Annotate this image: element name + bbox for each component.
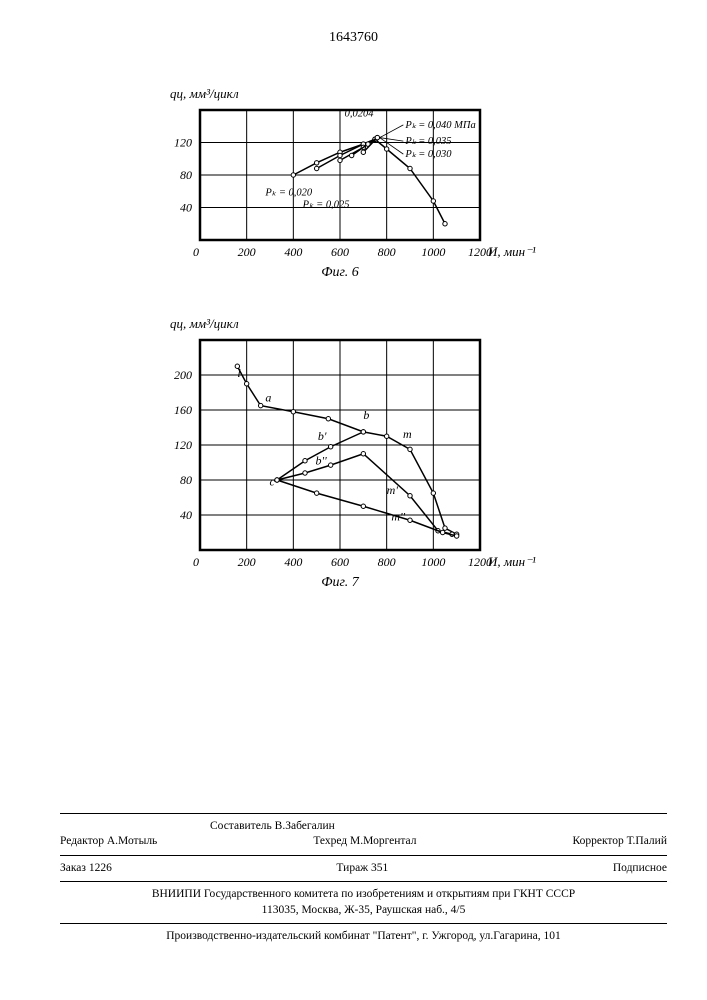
svg-text:600: 600 [331, 555, 349, 569]
editor: Редактор А.Мотыль [60, 834, 157, 850]
svg-text:600: 600 [331, 245, 349, 259]
footer-block: Составитель В.Забегалин Редактор А.Мотыл… [60, 808, 667, 945]
svg-text:Pₖ = 0,025: Pₖ = 0,025 [302, 200, 350, 211]
svg-text:Pₖ = 0,020: Pₖ = 0,020 [264, 187, 313, 198]
page-number: 1643760 [0, 30, 707, 46]
svg-text:120: 120 [174, 136, 192, 150]
svg-text:0: 0 [193, 555, 199, 569]
svg-text:400: 400 [284, 245, 302, 259]
svg-text:Pₖ = 0,030: Pₖ = 0,030 [404, 149, 452, 160]
order: Заказ 1226 [60, 861, 112, 877]
compiler: Составитель В.Забегалин [210, 819, 335, 835]
separator [60, 813, 667, 814]
svg-text:400: 400 [284, 555, 302, 569]
svg-text:m'': m'' [391, 509, 405, 523]
svg-text:qц, мм³/цикл: qц, мм³/цикл [170, 86, 239, 101]
svg-text:b'': b'' [316, 453, 328, 467]
svg-text:1000: 1000 [421, 555, 445, 569]
separator [60, 855, 667, 856]
figure-svg: 2004006008001000120004080120qц, мм³/цикл… [140, 80, 620, 620]
svg-text:qц, мм³/цикл: qц, мм³/цикл [170, 316, 239, 331]
svg-text:m': m' [387, 483, 399, 497]
svg-text:800: 800 [378, 555, 396, 569]
svg-text:m: m [403, 427, 412, 441]
svg-text:80: 80 [180, 168, 192, 182]
org-line1: ВНИИПИ Государственного комитета по изоб… [60, 887, 667, 903]
svg-text:Pₖ = 0,040 МПа: Pₖ = 0,040 МПа [404, 120, 475, 131]
svg-text:200: 200 [238, 245, 256, 259]
svg-text:200: 200 [238, 555, 256, 569]
figures-container: 2004006008001000120004080120qц, мм³/цикл… [140, 80, 620, 620]
svg-text:Pₖ = 0,035: Pₖ = 0,035 [404, 136, 451, 147]
svg-text:0: 0 [193, 245, 199, 259]
svg-text:120: 120 [174, 438, 192, 452]
svg-text:И, мин⁻¹: И, мин⁻¹ [487, 554, 536, 569]
svg-text:40: 40 [180, 201, 192, 215]
svg-text:200: 200 [174, 368, 192, 382]
svg-text:0,0204: 0,0204 [345, 109, 375, 120]
techred: Техред М.Моргентал [313, 834, 416, 850]
tirazh: Тираж 351 [336, 861, 388, 877]
svg-text:800: 800 [378, 245, 396, 259]
corrector: Корректор Т.Палий [573, 834, 667, 850]
svg-text:1000: 1000 [421, 245, 445, 259]
org-line2: Производственно-издательский комбинат "П… [60, 929, 667, 945]
separator [60, 881, 667, 882]
svg-text:c: c [270, 474, 276, 488]
addr-line1: 113035, Москва, Ж-35, Раушская наб., 4/5 [60, 903, 667, 919]
svg-text:И, мин⁻¹: И, мин⁻¹ [487, 244, 536, 259]
svg-text:a: a [265, 390, 271, 404]
svg-text:Фиг. 6: Фиг. 6 [321, 265, 359, 280]
svg-text:b: b [363, 408, 369, 422]
subscribe: Подписное [613, 861, 667, 877]
svg-text:40: 40 [180, 508, 192, 522]
svg-text:Фиг. 7: Фиг. 7 [321, 575, 360, 590]
svg-text:160: 160 [174, 403, 192, 417]
svg-text:b': b' [318, 429, 327, 443]
separator [60, 923, 667, 924]
svg-text:80: 80 [180, 473, 192, 487]
